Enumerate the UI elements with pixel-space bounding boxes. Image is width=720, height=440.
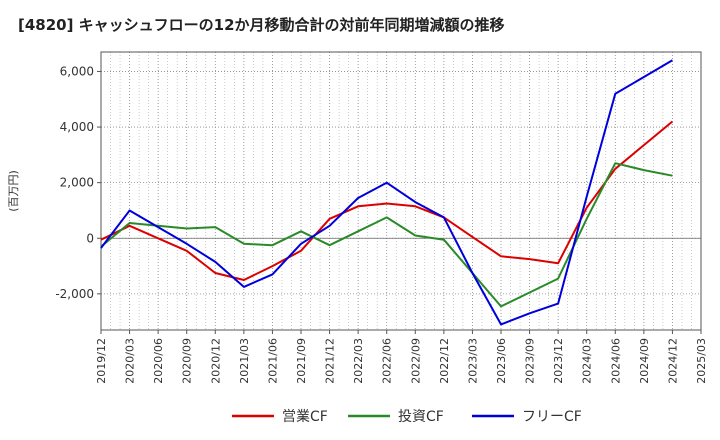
x-tick-label: 2023/12 [552,338,565,384]
x-tick-label: 2020/06 [152,338,165,384]
legend-label: 投資CF [398,409,444,425]
x-tick-label: 2023/03 [466,338,479,384]
x-tick-label: 2024/09 [638,338,651,384]
y-tick-label: 2,000 [60,176,94,190]
y-tick-label: 6,000 [60,64,94,78]
chart-title: [4820] キャッシュフローの12か月移動合計の対前年同期増減額の推移 [18,16,505,34]
x-tick-label: 2024/12 [666,338,679,384]
series-line [100,120,674,281]
y-tick-label: -2,000 [55,287,94,301]
x-tick-label: 2021/09 [295,338,308,384]
x-tick-label: 2022/09 [409,338,422,384]
legend-label: 営業CF [282,409,328,425]
x-tick-label: 2022/12 [438,338,451,384]
y-tick-label: 0 [86,231,94,245]
plot-area [101,52,701,330]
x-tick-label: 2021/06 [266,338,279,384]
x-tick-label: 2023/06 [495,338,508,384]
x-tick-label: 2020/03 [124,338,137,384]
x-tick-label: 2020/09 [181,338,194,384]
legend-item: フリーCF [472,409,582,425]
x-tick-label: 2024/03 [581,338,594,384]
x-tick-label: 2020/12 [209,338,222,384]
y-axis-label: (百万円) [7,170,20,212]
plot-frame [100,51,702,331]
legend-item: 営業CF [232,409,328,425]
x-tick-label: 2025/03 [695,338,708,384]
series-line [100,162,673,308]
x-tick-label: 2021/12 [324,338,337,384]
grid-lines [100,52,702,330]
x-tick-label: 2022/03 [352,338,365,384]
x-tick-label: 2019/12 [95,338,108,384]
x-tick-label: 2024/06 [609,338,622,384]
legend-label: フリーCF [522,409,582,425]
x-tick-label: 2023/09 [524,338,537,384]
legend-item: 投資CF [348,409,444,425]
y-tick-label: 4,000 [60,120,94,134]
x-tick-label: 2021/03 [238,338,251,384]
x-tick-label: 2022/06 [381,338,394,384]
series-line [100,59,673,326]
